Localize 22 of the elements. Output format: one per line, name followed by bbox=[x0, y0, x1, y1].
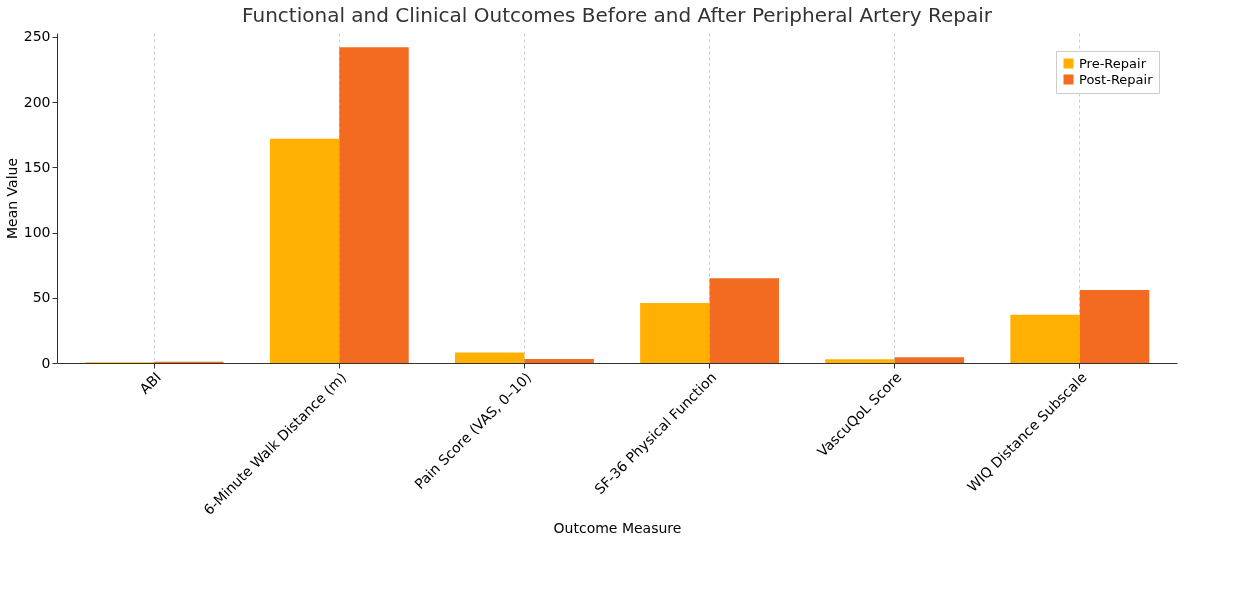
bar bbox=[825, 359, 895, 363]
y-tick-label: 100 bbox=[23, 224, 51, 241]
y-tick-label: 150 bbox=[23, 158, 51, 175]
x-axis-title: Outcome Measure bbox=[553, 519, 682, 536]
bar bbox=[1079, 289, 1150, 363]
bar bbox=[894, 357, 965, 363]
bar bbox=[640, 303, 710, 363]
bar bbox=[709, 278, 779, 363]
bar bbox=[455, 352, 525, 363]
bar bbox=[339, 47, 409, 363]
y-tick-label: 250 bbox=[23, 28, 51, 45]
legend-label: Pre-Repair bbox=[1079, 55, 1147, 71]
bar bbox=[524, 359, 594, 363]
x-tick-label: ABI bbox=[136, 369, 165, 397]
legend-label: Post-Repair bbox=[1079, 71, 1154, 87]
y-tick-label: 0 bbox=[41, 354, 51, 371]
bar bbox=[269, 138, 340, 363]
chart-title: Functional and Clinical Outcomes Before and After Peripheral Artery Repair bbox=[242, 2, 993, 27]
y-axis-title: Mean Value bbox=[3, 157, 20, 240]
y-tick-label: 50 bbox=[32, 289, 51, 306]
y-tick-label: 200 bbox=[23, 93, 51, 110]
bar bbox=[1010, 314, 1080, 363]
